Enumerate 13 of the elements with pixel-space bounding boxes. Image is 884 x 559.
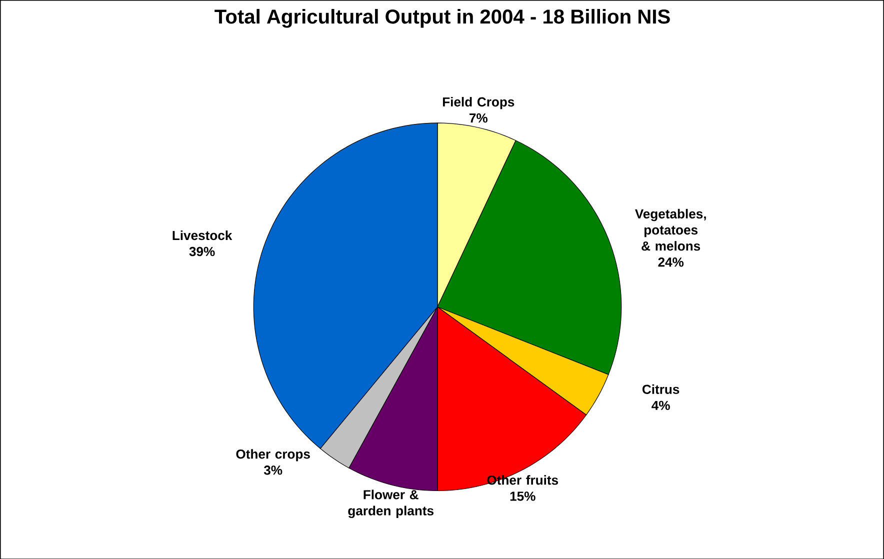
data-label: 24% <box>658 257 684 266</box>
slice-label: Citrus <box>642 384 680 394</box>
slice-label: Livestock <box>172 230 232 240</box>
slice-label: Field Crops <box>442 96 514 109</box>
slice-label: Flower & garden plants <box>348 489 434 518</box>
data-label: 4% <box>652 400 670 410</box>
slice-label: Other crops <box>236 448 310 462</box>
slice-label: Vegetables, potatoes & melons <box>635 208 706 250</box>
data-label: 39% <box>189 246 215 256</box>
data-label: 15% <box>510 491 536 501</box>
chart-title: Total Agricultural Output in 2004 - 18 Billion NIS <box>214 8 670 28</box>
data-label: 3% <box>264 465 282 475</box>
data-label: 7% <box>470 113 488 122</box>
